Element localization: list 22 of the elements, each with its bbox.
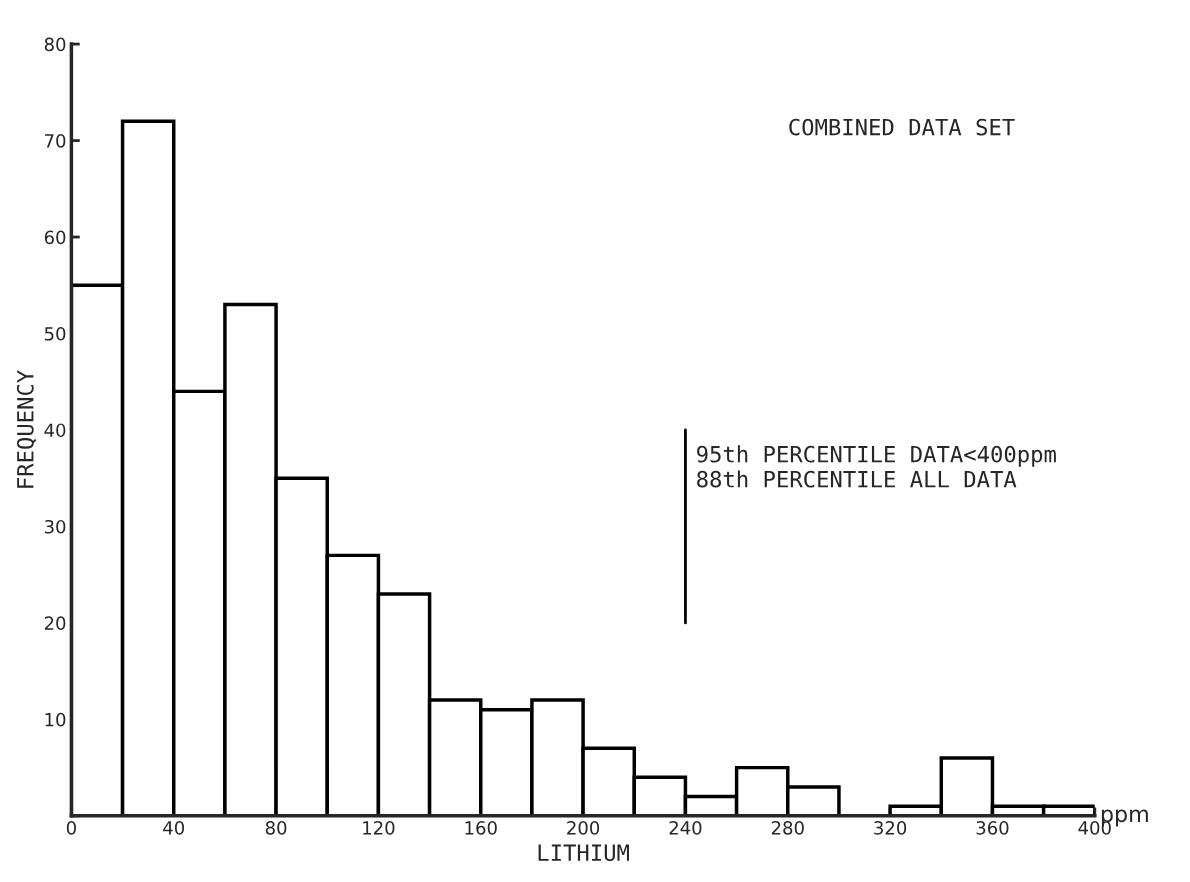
y-tick-label: 30 <box>44 519 66 534</box>
x-tick-label: 320 <box>874 821 907 835</box>
y-tick-label: 50 <box>44 326 66 341</box>
y-tick-label: 60 <box>44 230 66 245</box>
x-tick-label: 40 <box>163 821 185 835</box>
y-tick-label: 40 <box>44 423 66 438</box>
x-tick-label: 200 <box>567 821 600 835</box>
y-tick-label: 80 <box>44 37 66 52</box>
x-tick-label: 160 <box>465 821 497 835</box>
y-tick-label: 10 <box>45 712 66 727</box>
y-tick-label: 70 <box>45 134 66 148</box>
x-tick-label: 120 <box>363 821 395 835</box>
annotation: 95th PERCENTILE DATA<400ppm 88th PERCENTILE ALL DATA <box>697 445 1056 488</box>
x-tick-label: 0 <box>66 821 76 835</box>
x-axis-title: LITHIUM <box>538 844 629 862</box>
annotation: COMBINED DATA SET <box>789 118 1015 136</box>
y-axis-title: FREQUENCY <box>16 370 37 488</box>
x-tick-label: 80 <box>265 821 287 835</box>
y-tick-label: 20 <box>44 616 66 631</box>
x-tick-label: 360 <box>976 821 1009 835</box>
x-tick-label: 280 <box>771 821 804 835</box>
x-tick-label: 240 <box>669 821 702 835</box>
